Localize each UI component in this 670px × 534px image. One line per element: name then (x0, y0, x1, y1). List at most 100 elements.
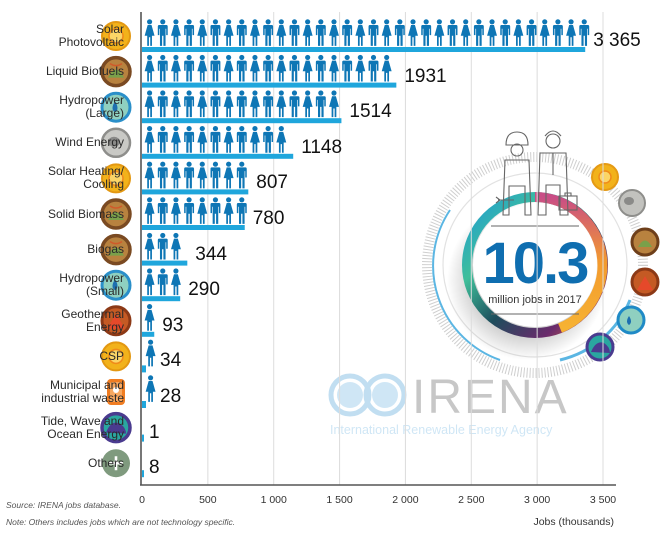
woman-figure-icon (144, 126, 155, 153)
source-note: Source: IRENA jobs database. (6, 500, 121, 510)
logo-tagline: International Renewable Energy Agency (330, 423, 553, 437)
category-label: Hydropower (Large) (59, 93, 124, 121)
category-label: Solar Photovoltaic (58, 22, 124, 49)
woman-figure-icon (197, 161, 208, 189)
man-figure-icon (289, 90, 300, 118)
woman-figure-icon (250, 126, 260, 153)
woman-figure-icon (329, 19, 339, 46)
woman-figure-icon (513, 19, 524, 46)
category-label: Hydropower (Small) (59, 271, 124, 299)
woman-figure-icon (144, 232, 155, 260)
globe-infinity-icon (328, 373, 407, 417)
bar (142, 90, 342, 124)
value-label: 93 (162, 314, 184, 336)
woman-figure-icon (197, 19, 208, 46)
bar-base (142, 260, 188, 266)
man-figure-icon (263, 19, 274, 46)
x-tick-label: 1 000 (260, 494, 287, 506)
man-figure-icon (157, 268, 168, 296)
woman-figure-icon (487, 19, 497, 46)
x-gridlines (207, 12, 604, 485)
badge-blue-arc (432, 209, 501, 361)
biofuel-icon (100, 55, 132, 88)
category-label: Tide, Wave and Ocean Energy (40, 413, 124, 441)
bar (142, 232, 188, 266)
value-label: 28 (160, 386, 182, 407)
bar-base (142, 118, 342, 124)
logo-name: IRENA (412, 371, 569, 424)
category-label: CSP (99, 348, 124, 363)
woman-figure-icon (276, 126, 287, 153)
man-figure-icon (236, 126, 247, 153)
man-figure-icon (157, 232, 168, 260)
sun-icon (101, 21, 131, 51)
woman-figure-icon (250, 90, 260, 118)
man-figure-icon (236, 161, 247, 189)
woman-figure-icon (144, 54, 155, 82)
ring-icon-wind (618, 189, 646, 217)
bar (142, 470, 144, 478)
woman-figure-icon (302, 90, 313, 118)
category-label: Others (87, 455, 124, 470)
sun-icon (101, 163, 131, 194)
man-figure-icon (263, 90, 274, 118)
footnote: Note: Others includes jobs which are not… (6, 517, 236, 527)
woman-figure-icon (170, 232, 181, 260)
category-label: Solar Heating/ Cooling (47, 164, 124, 192)
sun-icon (101, 341, 131, 372)
value-label: 1931 (404, 65, 447, 87)
value-label: 290 (188, 279, 220, 301)
woman-figure-icon (170, 161, 181, 189)
woman-figure-icon (170, 54, 181, 82)
man-figure-icon (184, 90, 195, 118)
biomass-icon (100, 198, 132, 230)
value-label: 1 (149, 421, 160, 443)
man-figure-icon (184, 161, 195, 189)
man-figure-icon (263, 126, 274, 153)
bar-base (142, 82, 397, 88)
ring-icon-wave (585, 332, 615, 362)
woman-figure-icon (144, 19, 155, 46)
woman-figure-icon (170, 268, 181, 296)
wind-icon (100, 127, 132, 159)
value-label: 1514 (349, 101, 392, 123)
woman-figure-icon (197, 126, 208, 153)
x-tick-label: 0 (139, 494, 145, 506)
value-label: 3 365 (593, 30, 641, 51)
bar-base (142, 189, 249, 195)
woman-figure-icon (408, 19, 418, 46)
woman-figure-icon (329, 90, 339, 118)
bar-base (142, 401, 146, 408)
ring-icon-sun (591, 163, 619, 191)
man-figure-icon (315, 19, 326, 46)
man-figure-icon (368, 19, 379, 46)
woman-figure-icon (197, 197, 208, 224)
man-figure-icon (210, 126, 221, 153)
woman-figure-icon (223, 90, 234, 118)
category-label: Liquid Biofuels (45, 64, 124, 79)
man-figure-icon (579, 19, 590, 46)
waste-bin-icon (107, 379, 125, 405)
bar (142, 339, 156, 373)
man-figure-icon (289, 19, 300, 46)
man-figure-icon (184, 126, 195, 153)
woman-figure-icon (355, 54, 366, 82)
bar (142, 434, 144, 442)
woman-figure-icon (223, 126, 234, 153)
man-figure-icon (394, 19, 405, 46)
man-figure-icon (210, 161, 221, 189)
value-label: 34 (160, 350, 182, 372)
water-drop-icon (100, 91, 132, 123)
value-label: 807 (256, 172, 288, 194)
x-tick-label: 3 500 (589, 494, 617, 506)
category-label: Biogas (87, 242, 124, 257)
badge-value: 10.3 (483, 231, 589, 296)
badge-color-ring-right (534, 192, 608, 333)
woman-figure-icon (197, 54, 208, 82)
x-tick-label: 500 (199, 494, 217, 506)
woman-figure-icon (170, 90, 181, 118)
category-label: Geothermal Energy (61, 306, 124, 334)
badge-inner (473, 203, 597, 327)
badge-outer-dashed-ring (422, 152, 648, 378)
woman-figure-icon (276, 54, 287, 82)
